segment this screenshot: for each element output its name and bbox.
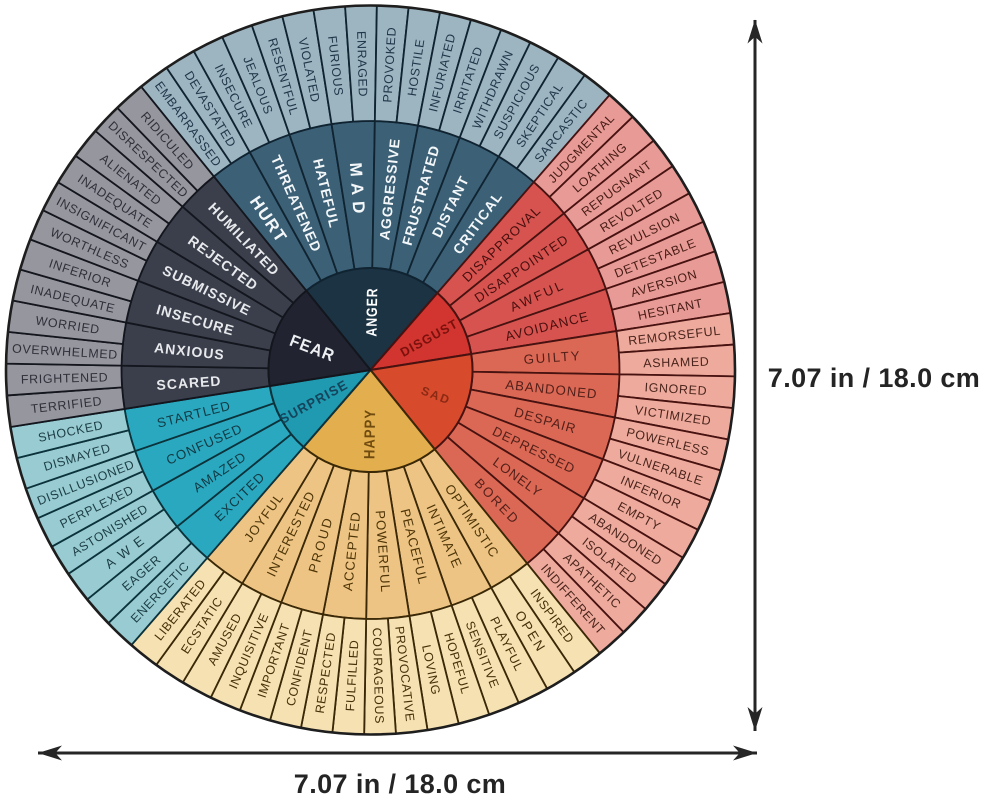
svg-text:ANGER: ANGER [363, 287, 381, 336]
svg-text:IGNORED: IGNORED [644, 380, 707, 398]
svg-text:HAPPY: HAPPY [361, 409, 379, 459]
svg-text:POWERFUL: POWERFUL [373, 510, 394, 594]
svg-text:FULFILLED: FULFILLED [343, 639, 361, 711]
svg-text:GUILTY: GUILTY [523, 348, 581, 367]
svg-text:SCARED: SCARED [156, 372, 222, 393]
svg-text:MAD: MAD [346, 162, 369, 215]
svg-text:7.07 in / 18.0 cm: 7.07 in / 18.0 cm [294, 769, 506, 799]
svg-text:ANXIOUS: ANXIOUS [153, 339, 225, 362]
svg-text:FURIOUS: FURIOUS [325, 35, 346, 97]
svg-text:OVERWHELMED: OVERWHELMED [12, 342, 119, 362]
svg-text:COURAGEOUS: COURAGEOUS [370, 627, 387, 724]
svg-text:PROVOKED: PROVOKED [380, 26, 399, 103]
svg-text:ENRAGED: ENRAGED [354, 31, 370, 98]
svg-text:FRIGHTENED: FRIGHTENED [21, 370, 109, 386]
svg-text:ASHAMED: ASHAMED [643, 355, 710, 371]
svg-text:7.07 in / 18.0 cm: 7.07 in / 18.0 cm [768, 363, 980, 393]
